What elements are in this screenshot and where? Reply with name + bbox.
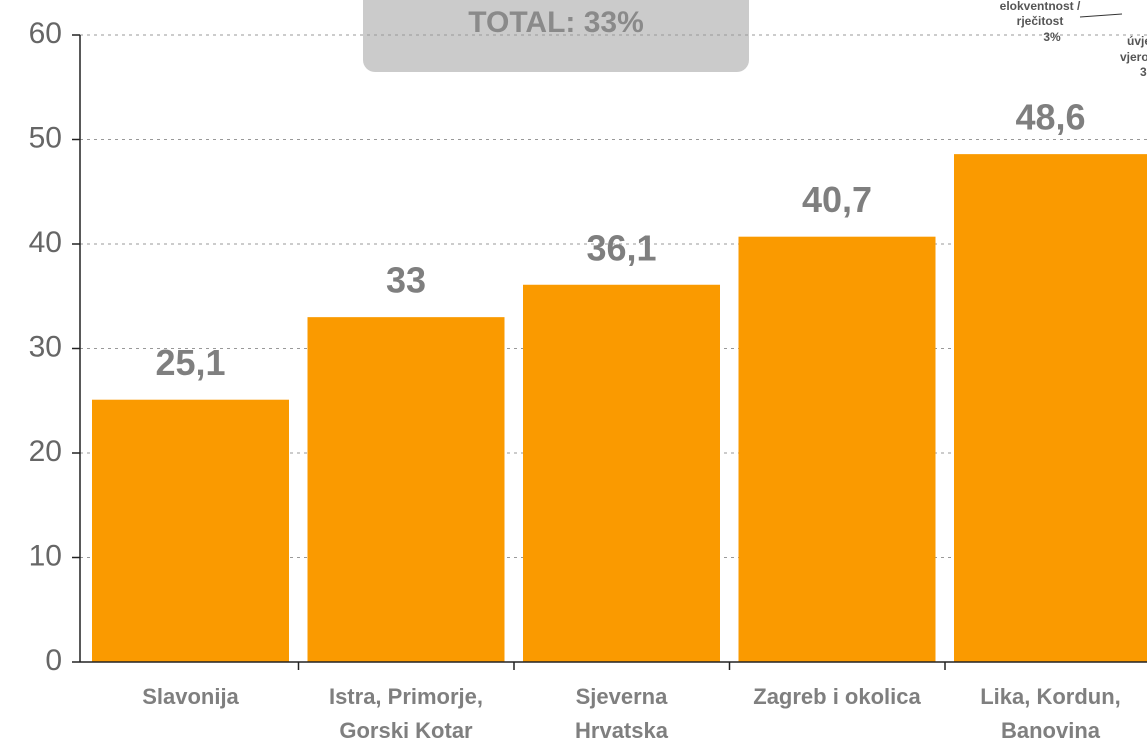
x-tick-label: Zagreb i okolica — [753, 684, 921, 709]
bar — [954, 154, 1147, 662]
x-tick-label: Lika, Kordun, Banovina — [980, 684, 1121, 743]
title-box — [363, 0, 749, 72]
x-tick-label: Sjeverna Hrvatska — [575, 684, 668, 743]
leader-line — [1079, 13, 1123, 18]
bar — [738, 236, 936, 662]
value-label: 40,7 — [802, 179, 872, 220]
chart-title: TOTAL: 33% — [468, 6, 644, 39]
y-tick-label: 50 — [29, 121, 62, 154]
value-label: 33 — [386, 260, 426, 301]
y-tick-label: 30 — [29, 330, 62, 363]
bar — [92, 399, 289, 662]
y-tick-label: 10 — [29, 539, 62, 572]
x-tick-label: Istra, Primorje, Gorski Kotar — [328, 684, 484, 743]
y-tick-label: 60 — [29, 17, 62, 50]
value-label: 48,6 — [1015, 97, 1085, 138]
x-tick-label: Slavonija — [142, 684, 239, 709]
annotation: 3% — [1043, 30, 1061, 44]
y-tick-label: 20 — [29, 435, 62, 468]
value-label: 25,1 — [155, 342, 225, 383]
annotation: rječitost — [1017, 14, 1064, 28]
annotation: elokventnost / — [1000, 0, 1081, 13]
value-label: 36,1 — [586, 227, 656, 268]
annotation: vjerodo — [1120, 50, 1147, 64]
annotation: úvjerl — [1127, 34, 1147, 48]
annotation: 3 — [1140, 65, 1147, 79]
y-tick-label: 40 — [29, 226, 62, 259]
bar — [523, 284, 720, 662]
bar — [307, 317, 505, 662]
y-tick-label: 0 — [45, 644, 62, 677]
